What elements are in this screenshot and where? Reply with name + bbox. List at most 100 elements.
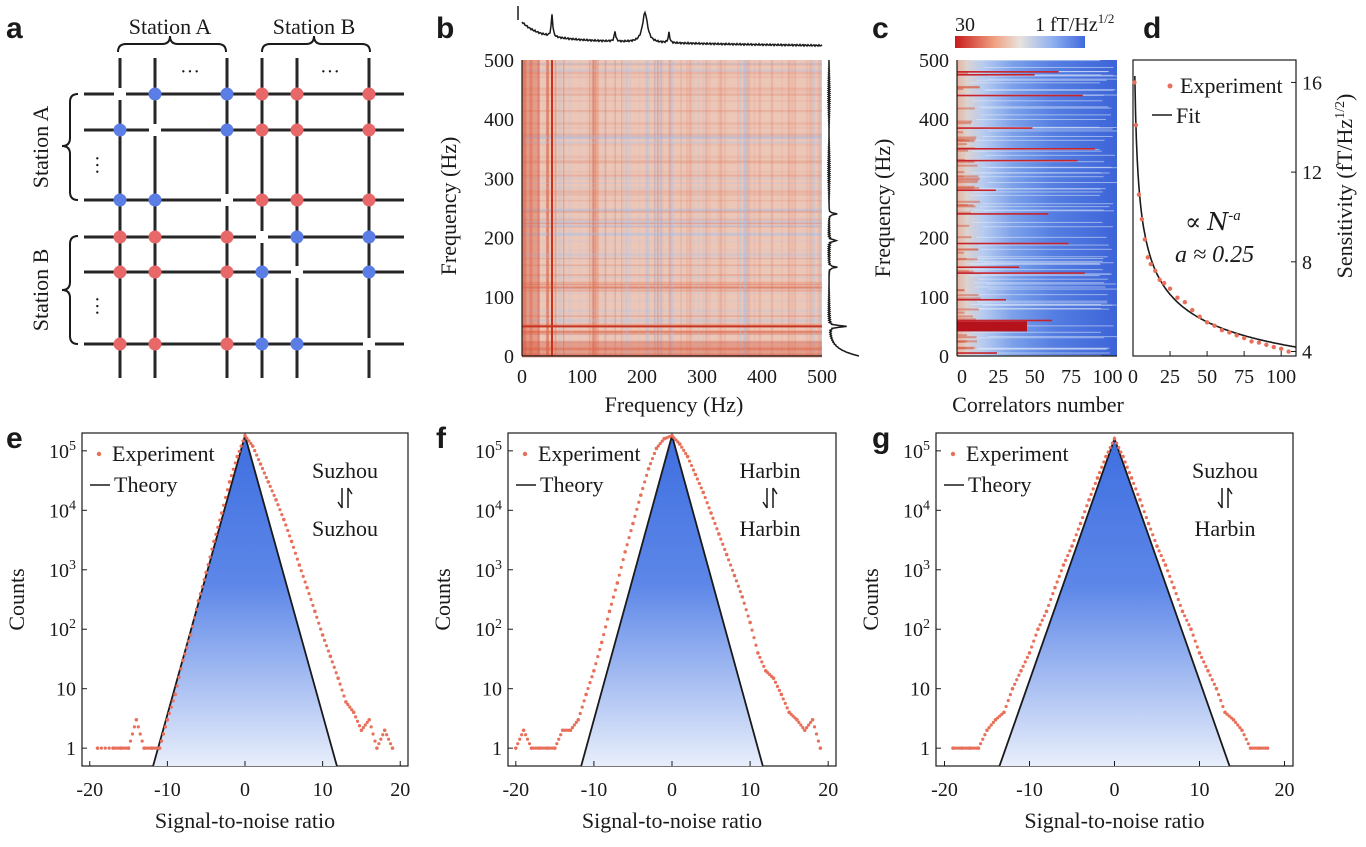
data-point-g [1032,639,1036,643]
heatmap-c-lines [957,60,1119,356]
heatmap-b-stripe [690,60,692,356]
data-point-g [1106,450,1110,454]
data-point-f [617,573,621,577]
data-point-g [1138,498,1142,502]
data-point-e [319,627,323,631]
heatmap-c-streak [983,262,1114,264]
grid-gap [221,194,233,206]
station-from-f: Harbin [739,458,800,483]
data-point-e [326,649,331,653]
legend-marker-experiment-g [950,451,956,457]
data-point-g [1061,563,1066,567]
data-point-e [307,591,311,596]
data-point-f [689,463,694,468]
data-point-e [266,480,271,484]
heatmap-b-stripe [788,60,791,356]
heatmap-b-stripe [545,60,548,356]
panel-label-b: b [436,12,454,45]
heatmap-b-stripe [522,283,822,286]
axes-b: 0 100 200 300 400 500 0 100 200 300 400 500 [484,50,837,388]
heatmap-b-stripe [629,60,631,356]
heatmap-b-stripe [794,60,797,356]
heatmap-c-red-line [957,74,1035,76]
heatmap-c-streak [972,191,1103,193]
heatmap-c-streak [978,106,1109,108]
grid-node [255,193,269,207]
data-point-e [169,705,173,709]
data-point-e [311,603,315,608]
data-point-f [795,717,799,722]
y-axis-label-g: Counts [858,568,883,630]
heatmap-c-streak [983,66,1114,68]
data-point-e [386,737,391,741]
panel-label-d: d [1143,12,1161,45]
x-tick-label-g: -20 [931,779,958,801]
data-point-e [177,675,181,679]
data-point-f [527,742,532,746]
data-point-g [1044,609,1049,614]
data-point-g [1093,481,1097,486]
grid-node [220,123,234,137]
data-point-d [1161,280,1167,286]
arrow-up-g [1227,487,1233,508]
data-point-d [1212,323,1217,328]
data-point-e [280,512,284,517]
heatmap-b-stripe [817,60,820,356]
data-point-g [1055,580,1059,584]
data-point-e [241,439,245,443]
data-point-f [570,726,575,730]
heatmap-b-stripe [522,332,822,335]
data-point-e [227,480,232,484]
heatmap-b-stripe [529,60,531,356]
heatmap-b-stripe [522,133,822,136]
data-point-e [167,711,171,716]
data-point-g [1034,633,1038,637]
heatmap-b-stripe [564,60,567,356]
data-point-e [322,638,327,642]
y-tick-label-c: 400 [919,109,949,131]
grid-node [362,87,376,101]
panel-label-g: g [872,422,890,455]
heatmap-c-streak [970,60,1101,62]
heatmap-c-streak [979,352,1110,354]
heatmap-b-stripe [604,60,607,356]
y-tick-label-b: 200 [484,228,514,250]
data-point-e [200,585,204,589]
data-point-e [264,475,268,480]
grid-node [290,87,304,101]
heatmap-b-stripe [591,60,594,356]
data-point-f [805,726,809,730]
heatmap-c-warm [957,164,978,167]
heatmap-b-stripe [793,60,796,356]
data-point-f [594,662,598,666]
data-point-f [615,581,620,585]
data-point-g [1087,498,1091,502]
data-point-g [996,716,1000,720]
arrow-up-f [772,487,778,508]
data-point-f [590,675,594,679]
data-point-f [818,746,823,750]
grid-node [113,265,127,279]
data-point-f [709,511,713,515]
data-point-e [140,739,144,743]
heatmap-c-warm [957,149,969,152]
data-point-d [1167,286,1173,291]
heatmap-b-stripe [748,60,751,356]
y-tick-label-c: 0 [939,346,949,368]
y-axis-label-b: Frequency (Hz) [436,137,461,276]
heatmap-c-warm [957,270,970,273]
heatmap-b-stripe [522,210,822,213]
data-point-e [134,717,139,722]
data-point-f [775,684,780,688]
data-point-f [588,681,592,685]
data-point-f [801,726,805,730]
heatmap-b-stripe [654,60,656,356]
x-tick-label-b: 0 [517,366,527,388]
axes-c: 0 25 50 75 100 0 100 200 300 400 500 [919,50,1122,388]
data-point-e [181,658,185,663]
heatmap-c-streak [974,139,1105,141]
data-point-e [188,633,193,637]
data-point-f [643,480,647,484]
heatmap-c-streak [971,331,1102,333]
heatmap-b-stripe [522,340,822,343]
